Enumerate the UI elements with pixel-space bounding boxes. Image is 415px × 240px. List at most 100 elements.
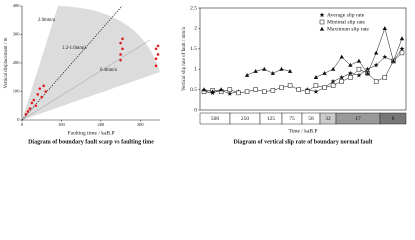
- point: [382, 26, 387, 30]
- y-axis-label: Vertical displacement / m: [4, 37, 9, 88]
- x-tick-label: 100: [58, 122, 66, 127]
- point: [244, 89, 250, 94]
- point: [339, 79, 344, 84]
- y-tick-label: 0: [194, 107, 197, 113]
- point: [339, 54, 344, 59]
- trend-line: [21, 39, 151, 121]
- point: [28, 107, 32, 110]
- time-band-label: 58: [308, 116, 314, 122]
- point: [313, 75, 319, 79]
- point: [119, 53, 122, 56]
- point: [348, 75, 353, 80]
- chart-title: Diagram of boundary fault scarp vs fault…: [28, 139, 154, 145]
- y-tick-label: 0: [17, 117, 20, 122]
- point: [382, 75, 388, 80]
- point: [313, 83, 319, 88]
- point: [154, 64, 158, 68]
- time-band-label: 32: [325, 116, 331, 122]
- time-band-label: 125: [267, 116, 276, 122]
- point: [42, 84, 45, 88]
- point: [36, 93, 40, 96]
- series-line: [203, 27, 403, 92]
- point: [156, 53, 160, 56]
- legend-marker: [319, 19, 325, 25]
- point: [34, 104, 38, 108]
- point: [279, 85, 284, 90]
- y-tick-label: 100: [13, 89, 21, 94]
- time-band-label: 17: [355, 116, 361, 122]
- x-tick-label: 200: [97, 122, 105, 127]
- rate-fan: [22, 6, 160, 120]
- series-line: [203, 48, 403, 94]
- point: [365, 66, 371, 72]
- point: [373, 50, 379, 55]
- point: [201, 87, 207, 92]
- legend-marker: [319, 12, 325, 18]
- point: [373, 62, 379, 68]
- x-tick-label: 0: [21, 122, 24, 127]
- point: [119, 58, 122, 62]
- y-tick-label: 200: [13, 60, 21, 65]
- point: [32, 98, 36, 102]
- point: [356, 72, 362, 78]
- point: [154, 47, 158, 51]
- point: [40, 95, 44, 99]
- point: [279, 66, 284, 71]
- point: [365, 70, 370, 75]
- point: [313, 89, 319, 94]
- y-tick-label: 1: [194, 66, 197, 72]
- point: [330, 78, 336, 84]
- point: [210, 89, 215, 94]
- point: [356, 66, 362, 72]
- point: [399, 36, 405, 41]
- point: [322, 70, 327, 75]
- point: [154, 57, 158, 61]
- legend-marker: [319, 26, 325, 31]
- point: [24, 113, 28, 116]
- point: [287, 68, 293, 73]
- time-band-label: 500: [211, 116, 220, 122]
- point: [262, 66, 267, 71]
- point: [305, 89, 310, 94]
- y-tick-label: 1.5: [190, 46, 197, 52]
- point: [399, 50, 405, 56]
- y-tick-label: 2: [194, 26, 197, 32]
- point: [121, 37, 124, 41]
- legend-label: Maximum slip rate: [327, 26, 369, 32]
- annotation: 2.0mm/a: [38, 18, 56, 23]
- y-tick-label: 2.5: [190, 5, 197, 11]
- point: [26, 110, 30, 113]
- time-band-label: 75: [289, 116, 295, 122]
- point: [330, 66, 336, 71]
- point: [262, 89, 267, 94]
- point: [399, 46, 405, 51]
- point: [121, 47, 124, 51]
- x-axis-label: Faulting time / kaB.P: [67, 130, 114, 136]
- y-tick-label: 400: [13, 3, 21, 8]
- legend-label: Average slip rate: [327, 12, 365, 18]
- point: [322, 85, 327, 90]
- point: [38, 87, 42, 90]
- point: [356, 58, 362, 63]
- point: [227, 87, 233, 92]
- point: [287, 83, 293, 88]
- chart-title: Diagram of vertical slip rate of boundar…: [234, 139, 373, 145]
- series-line: [203, 52, 403, 94]
- point: [244, 73, 250, 77]
- point: [373, 79, 379, 84]
- point: [270, 88, 276, 93]
- legend-label: Minimal slip rate: [327, 19, 365, 25]
- point: [296, 87, 301, 92]
- time-band: [379, 112, 407, 125]
- point: [253, 87, 258, 92]
- point: [348, 62, 353, 67]
- y-tick-label: 0.5: [190, 87, 197, 93]
- point: [30, 101, 34, 105]
- y-axis-label: Vertical slip rate of fault / mm/a: [182, 26, 187, 91]
- point: [347, 70, 353, 76]
- point: [304, 87, 310, 92]
- plot-frame: [199, 7, 407, 111]
- annotation: 0.4mm/a: [100, 68, 118, 73]
- y-tick-label: 300: [13, 32, 21, 37]
- x-tick-label: 300: [137, 122, 145, 127]
